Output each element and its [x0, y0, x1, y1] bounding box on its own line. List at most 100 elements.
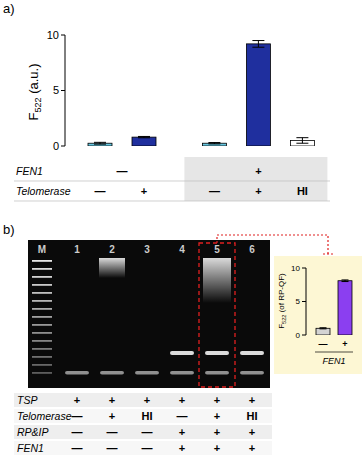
bars [88, 44, 314, 146]
error-bar [252, 41, 264, 48]
bar-chart: 0510 [291, 264, 352, 340]
condition-value: HI [247, 410, 258, 422]
ladder-band [32, 276, 52, 278]
bar [202, 143, 226, 146]
y-tick-label: 10 [291, 264, 300, 273]
y-tick-label: 0 [296, 331, 301, 340]
bar [132, 137, 156, 146]
y-label-sub: 522 [33, 97, 43, 112]
row-band [14, 409, 272, 423]
figure: a)0510F522 (a.u.)FEN1—+Telomerase—+—+HIb… [0, 0, 363, 469]
ladder-band [32, 292, 52, 294]
y-tick-label: 5 [53, 84, 59, 96]
inset-background [274, 256, 362, 374]
ladder-band [32, 300, 52, 302]
gel-background [28, 240, 270, 388]
gel-smear [99, 258, 125, 278]
y-tick-label: 10 [47, 29, 59, 41]
y-tick [61, 90, 65, 91]
condition-name: TSP [17, 394, 37, 406]
x-label-rule [315, 352, 353, 353]
y-axis-label: F522 (a.u.) [26, 63, 43, 120]
gel-band [65, 371, 89, 375]
panel-label: b) [3, 222, 15, 237]
bar [246, 44, 270, 146]
group-shading [184, 157, 327, 201]
x-tick-label: + [342, 339, 347, 349]
bars [316, 281, 352, 335]
condition-value: + [255, 185, 261, 197]
condition-value: — [107, 442, 118, 454]
condition-value: + [214, 394, 220, 406]
ladder-band [32, 308, 52, 310]
condition-value: + [144, 394, 150, 406]
condition-value: + [109, 394, 115, 406]
row-band [14, 425, 272, 439]
bar [338, 281, 352, 335]
ladder-band [32, 316, 52, 318]
condition-value: + [214, 442, 220, 454]
panel-label: a) [3, 1, 15, 16]
condition-value: — [95, 185, 106, 197]
condition-value: + [249, 394, 255, 406]
ladder-band [32, 348, 52, 350]
bar [316, 328, 330, 335]
error-bar [296, 138, 308, 144]
lane-label: M [38, 244, 46, 255]
y-tick-label: 0 [53, 140, 59, 152]
gel-band [240, 351, 264, 355]
ladder-band [32, 284, 52, 286]
ladder-band [32, 260, 52, 262]
condition-value: — [72, 426, 83, 438]
row-band [14, 393, 272, 407]
gel-band [205, 351, 229, 355]
condition-value: + [214, 410, 220, 422]
condition-value: + [255, 165, 261, 177]
gel-band [100, 371, 124, 375]
condition-value: — [72, 410, 83, 422]
row-rule [14, 181, 330, 182]
condition-value: — [72, 442, 83, 454]
x-tick-label: — [319, 339, 328, 349]
condition-value: + [74, 394, 80, 406]
condition-value: + [214, 426, 220, 438]
condition-value: — [142, 426, 153, 438]
condition-value: + [109, 410, 115, 422]
y-label-sub: 522 [281, 315, 287, 324]
lane-label: 1 [74, 244, 80, 255]
error-bar [342, 280, 349, 282]
y-tick [302, 268, 306, 269]
condition-value: — [117, 165, 128, 177]
gel-band [205, 371, 229, 375]
lane-label: 6 [249, 244, 255, 255]
condition-value: + [179, 394, 185, 406]
condition-value: + [179, 426, 185, 438]
y-label-main: F [26, 113, 41, 121]
error-bar [94, 142, 106, 144]
y-axis-label: F522 (of RP-QF) [277, 273, 287, 329]
ladder-band [32, 356, 52, 358]
condition-value: + [249, 442, 255, 454]
y-tick [302, 301, 306, 302]
y-label-suffix: (a.u.) [26, 63, 41, 97]
lane-label: 4 [179, 244, 185, 255]
ladder-band [32, 364, 52, 366]
gel-band [135, 371, 159, 375]
error-bars [320, 280, 349, 329]
lane-label: 5 [214, 244, 220, 255]
condition-value: HI [142, 410, 153, 422]
y-tick [61, 146, 65, 147]
gel-band [170, 351, 194, 355]
gel-band [170, 371, 194, 375]
condition-value: + [179, 442, 185, 454]
condition-value: + [141, 185, 147, 197]
condition-name: FEN1 [16, 165, 43, 177]
ladder-band [32, 372, 52, 374]
x-axis-label: FEN1 [322, 356, 345, 366]
bar-chart: 0 5 10 [47, 29, 315, 152]
row-band [14, 441, 272, 455]
y-tick [302, 335, 306, 336]
highlight-box [199, 243, 235, 387]
lane-label: 3 [144, 244, 150, 255]
gel-band [240, 371, 264, 375]
